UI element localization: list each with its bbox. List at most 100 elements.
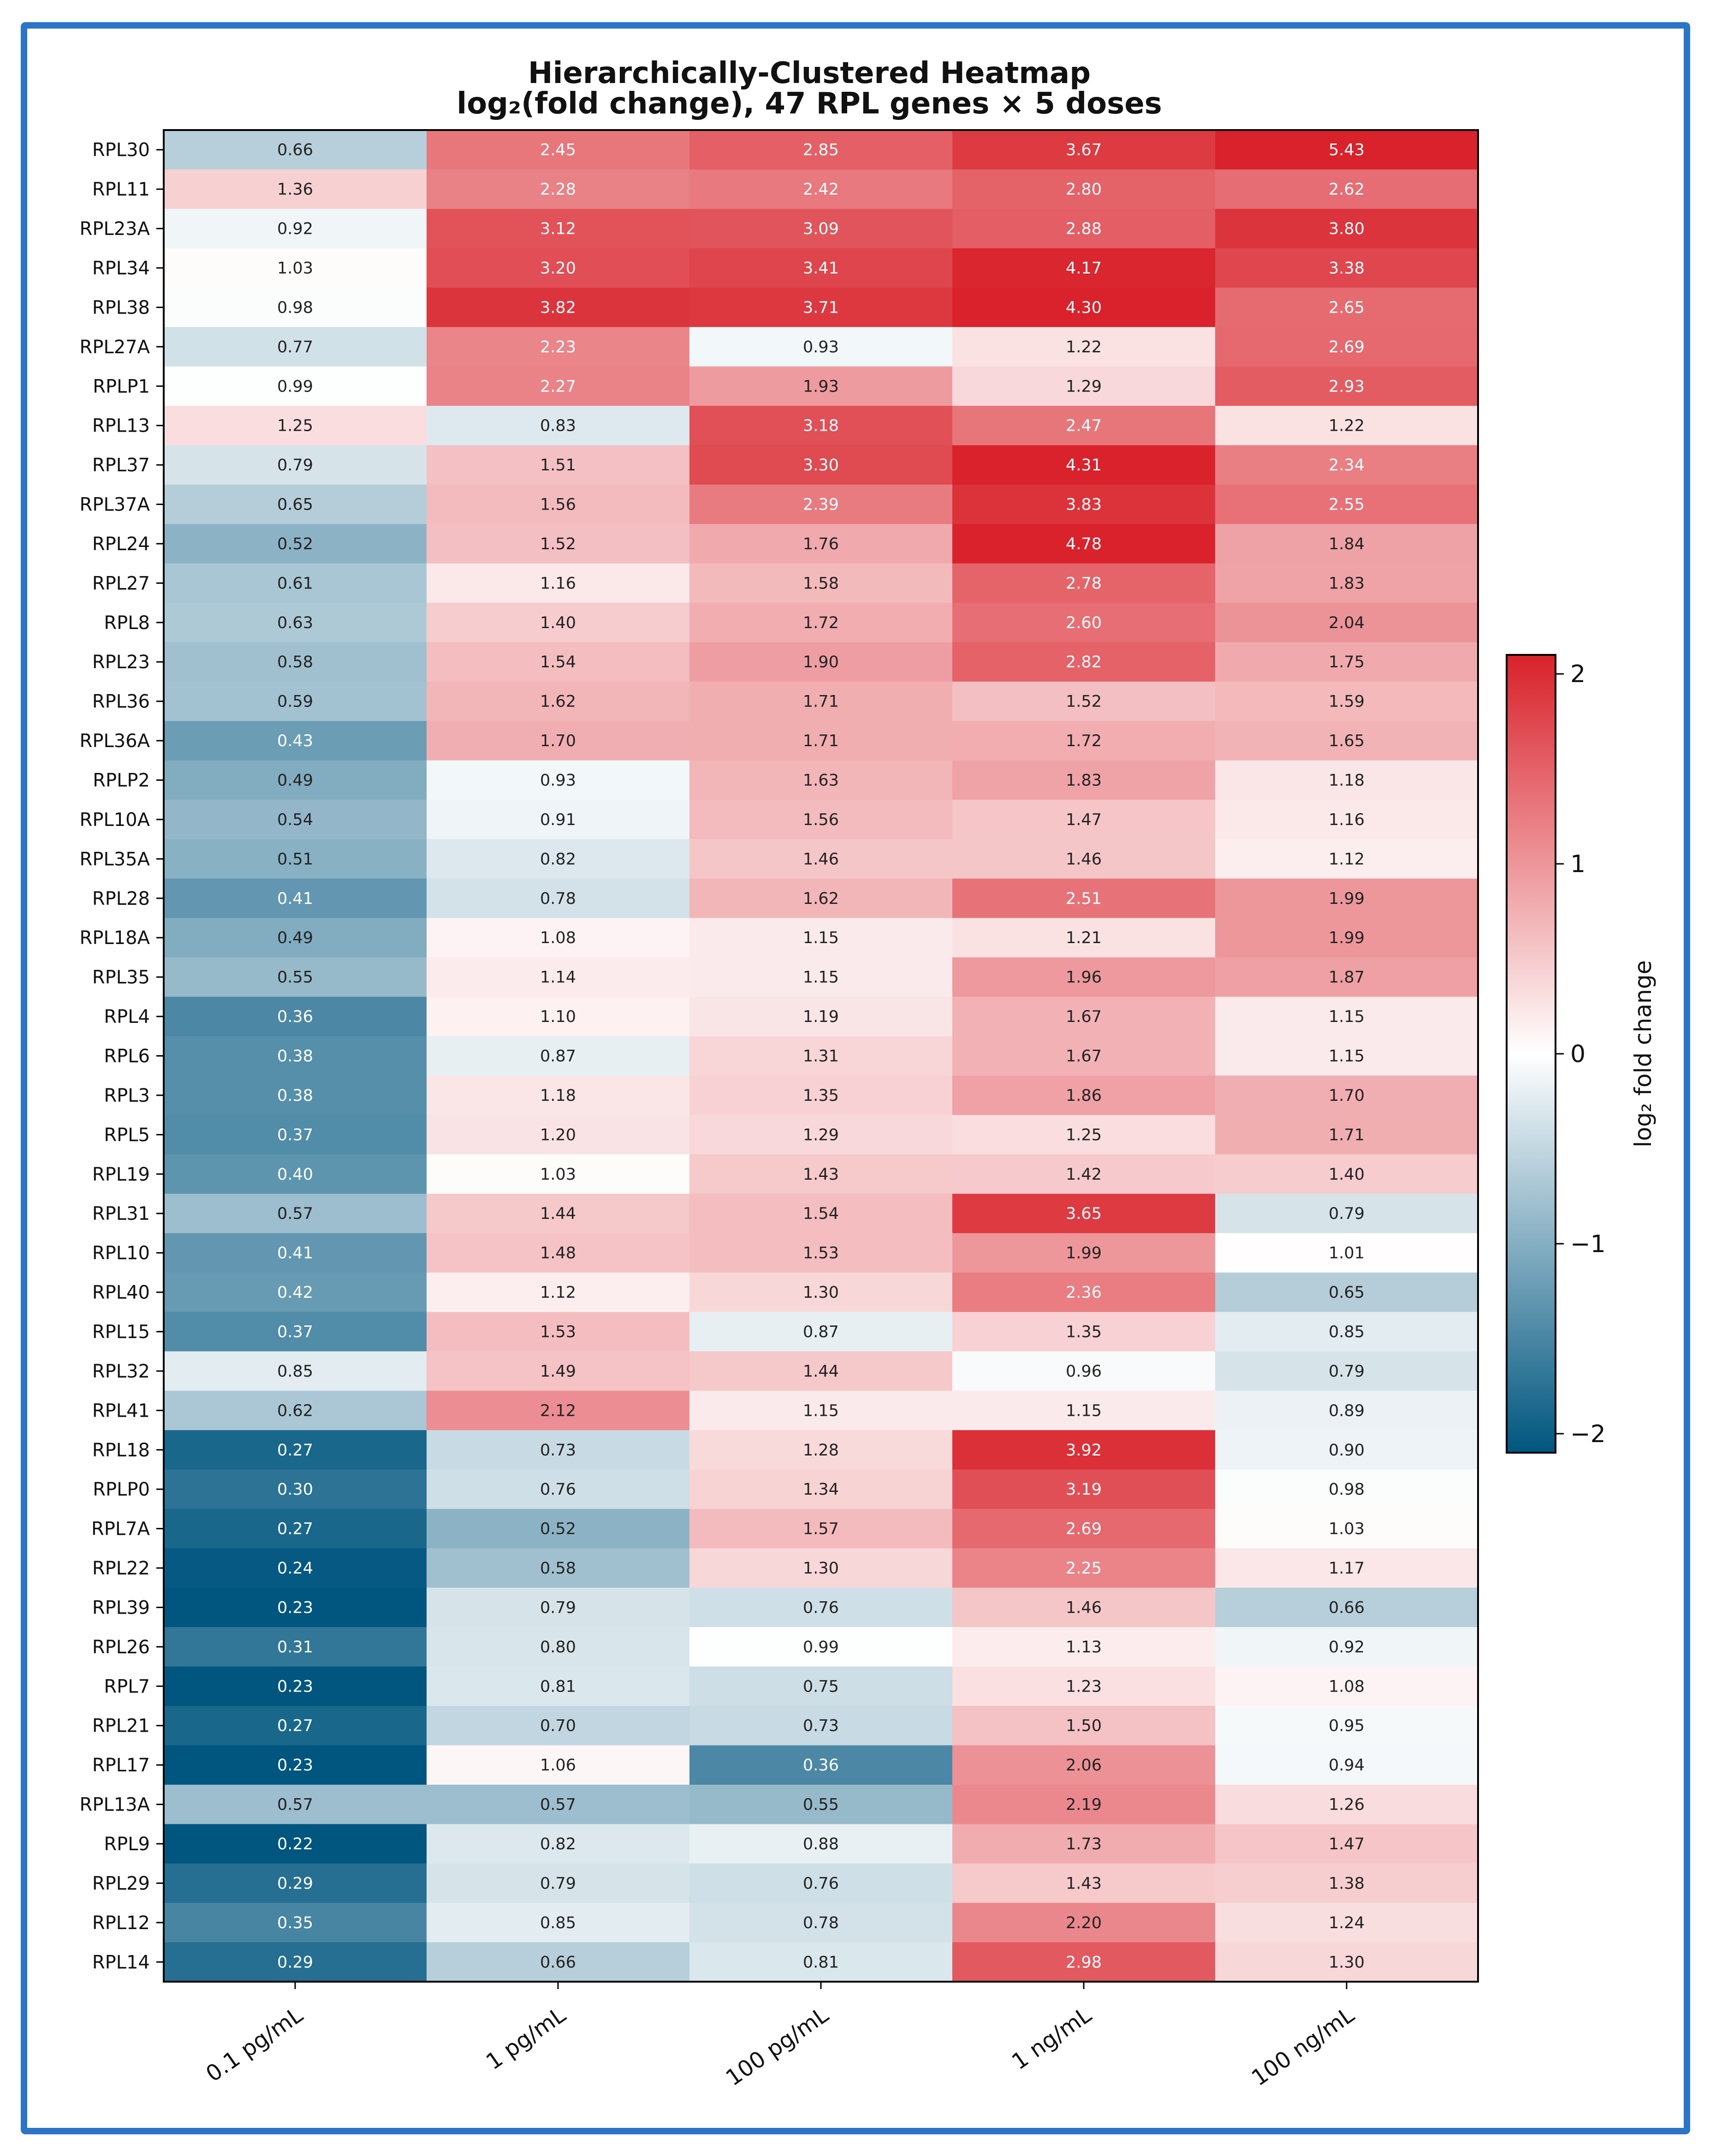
cell-value-label: 0.27 (277, 1520, 313, 1538)
cell-value-label: 1.71 (803, 693, 839, 711)
cell-value-label: 2.20 (1066, 1914, 1102, 1932)
heatmap-cell (164, 957, 427, 997)
heatmap-cell (164, 800, 427, 840)
cell-value-label: 0.57 (277, 1796, 313, 1814)
heatmap-cell (689, 1469, 953, 1509)
heatmap-cell (1215, 1351, 1478, 1391)
cell-value-label: 0.62 (277, 1402, 313, 1420)
heatmap-cell (689, 1627, 953, 1667)
heatmap-cell (164, 327, 427, 367)
cell-value-label: 0.59 (277, 693, 313, 711)
cell-value-label: 1.53 (803, 1244, 839, 1263)
cell-value-label: 0.36 (803, 1756, 839, 1775)
row-label: RPL17 (92, 1755, 150, 1776)
cell-value-label: 1.36 (277, 180, 313, 199)
heatmap-cell (952, 1942, 1216, 1982)
heatmap-cell (427, 642, 690, 682)
heatmap-cell (1215, 1706, 1478, 1746)
heatmap-cell (427, 484, 690, 524)
cell-value-label: 1.70 (540, 732, 576, 750)
heatmap-cell (164, 287, 427, 327)
cell-value-label: 0.29 (277, 1953, 313, 1972)
cell-value-label: 0.49 (277, 772, 313, 790)
row-label: RPL6 (104, 1046, 150, 1067)
heatmap-cell (1215, 208, 1478, 249)
cell-value-label: 0.81 (803, 1953, 839, 1972)
cell-value-label: 0.85 (540, 1914, 576, 1932)
cell-value-label: 4.30 (1066, 298, 1102, 317)
cell-value-label: 0.96 (1066, 1362, 1102, 1381)
cell-value-label: 0.79 (1329, 1205, 1365, 1223)
cell-value-label: 1.06 (540, 1756, 576, 1775)
heatmap-cell (164, 1233, 427, 1273)
cell-value-label: 0.36 (277, 1008, 313, 1026)
cell-value-label: 1.22 (1066, 338, 1102, 356)
heatmap-cell (689, 1863, 953, 1903)
heatmap-cell (164, 1666, 427, 1706)
heatmap-cell (427, 681, 690, 721)
cell-value-label: 0.82 (540, 850, 576, 868)
cell-value-label: 1.14 (540, 968, 576, 987)
cell-value-label: 1.18 (1329, 772, 1365, 790)
cell-value-label: 0.38 (277, 1087, 313, 1105)
cell-value-label: 0.93 (803, 338, 839, 356)
heatmap-cell (164, 1509, 427, 1549)
cell-value-label: 1.30 (803, 1559, 839, 1578)
heatmap-cell (164, 681, 427, 721)
cell-value-label: 1.62 (540, 693, 576, 711)
cell-value-label: 1.46 (1066, 850, 1102, 868)
cell-value-label: 0.78 (540, 890, 576, 908)
heatmap-cell (164, 1075, 427, 1116)
heatmap-cell (689, 839, 953, 879)
heatmap-cell (427, 879, 690, 919)
row-label: RPL10A (80, 809, 150, 831)
cell-value-label: 0.38 (277, 1047, 313, 1066)
row-label: RPL28 (92, 888, 150, 909)
cell-value-label: 1.21 (1066, 929, 1102, 947)
heatmap-cell (1215, 1390, 1478, 1431)
colorbar: log₂ fold change 2 1 0 −1 −2 (1506, 654, 1657, 1454)
heatmap-cell (427, 563, 690, 603)
cell-value-label: 1.70 (1329, 1087, 1365, 1105)
heatmap-cell (952, 524, 1216, 564)
cell-value-label: 1.53 (540, 1323, 576, 1341)
heatmap-cell (427, 169, 690, 209)
heatmap-cell (689, 1115, 953, 1155)
cell-value-label: 0.99 (277, 377, 313, 396)
heatmap-cell (689, 1784, 953, 1824)
cell-value-label: 0.57 (277, 1205, 313, 1223)
cell-value-label: 2.19 (1066, 1796, 1102, 1814)
cell-value-label: 0.65 (277, 496, 313, 514)
cell-value-label: 1.40 (540, 614, 576, 632)
heatmap-cell (1215, 800, 1478, 840)
heatmap-cell (952, 1903, 1216, 1943)
column-label: 1 pg/mL (481, 2002, 570, 2075)
row-label: RPL7A (91, 1519, 150, 1540)
cell-value-label: 0.79 (1329, 1362, 1365, 1381)
cell-value-label: 0.83 (540, 417, 576, 435)
column-label: 0.1 pg/mL (201, 2002, 308, 2087)
heatmap-cell (427, 445, 690, 485)
cell-value-label: 1.35 (803, 1087, 839, 1105)
cell-value-label: 0.73 (803, 1717, 839, 1735)
row-label: RPL22 (92, 1558, 150, 1579)
cell-value-label: 0.91 (540, 811, 576, 829)
heatmap-cell (427, 1627, 690, 1667)
cell-value-label: 0.81 (540, 1677, 576, 1696)
cell-value-label: 1.47 (1329, 1835, 1365, 1853)
cell-value-label: 2.69 (1066, 1520, 1102, 1538)
heatmap-cell (164, 642, 427, 682)
cell-value-label: 1.86 (1066, 1087, 1102, 1105)
colorbar-label: log₂ fold change (1630, 960, 1657, 1147)
heatmap-cell (427, 208, 690, 249)
cell-value-label: 0.92 (1329, 1638, 1365, 1657)
cell-value-label: 0.61 (277, 574, 313, 593)
cell-value-label: 0.88 (803, 1835, 839, 1853)
heatmap-cell (689, 248, 953, 288)
cell-value-label: 1.12 (540, 1283, 576, 1302)
chart-subtitle: log₂(fold change), 47 RPL genes × 5 dose… (457, 87, 1162, 121)
cell-value-label: 0.66 (1329, 1598, 1365, 1617)
cell-value-label: 1.15 (1329, 1008, 1365, 1026)
chart-title: Hierarchically-Clustered Heatmap (528, 56, 1091, 90)
